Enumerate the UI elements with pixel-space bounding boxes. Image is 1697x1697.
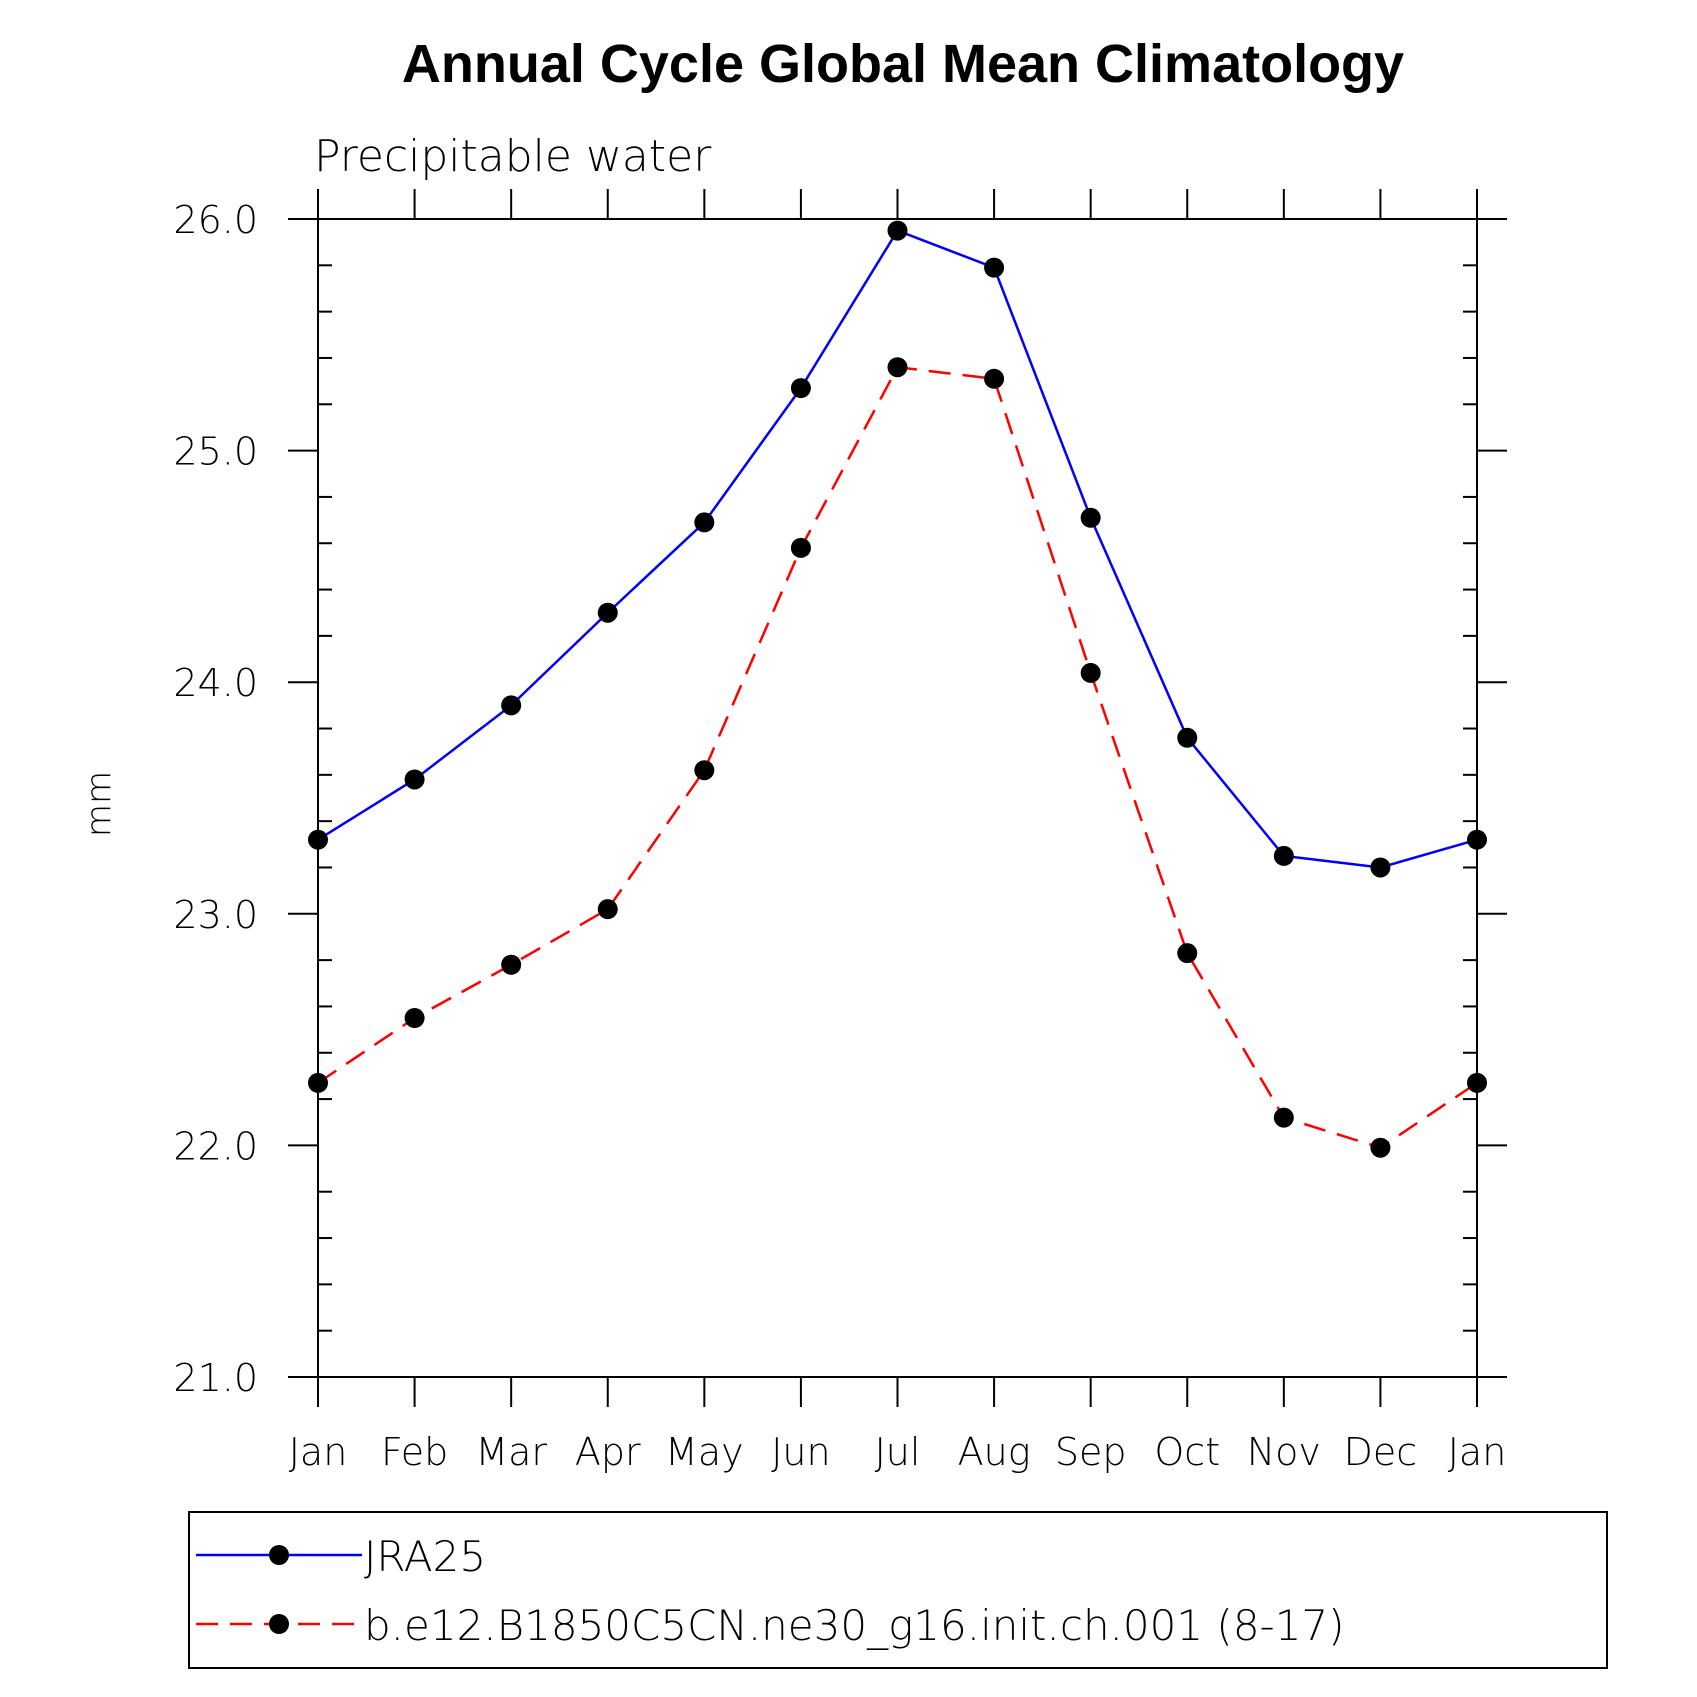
- series-1: [308, 220, 1487, 878]
- data-point: [984, 368, 1005, 389]
- data-point: [597, 602, 618, 623]
- data-point: [1467, 829, 1487, 850]
- data-point: [1467, 1072, 1487, 1093]
- x-tick-label: Jul: [875, 1430, 921, 1474]
- legend: JRA25 b.e12.B1850C5CN.ne30_g16.init.ch.00…: [188, 1511, 1608, 1669]
- data-point: [790, 537, 811, 558]
- plot-frame: [317, 218, 1478, 1378]
- x-tick-label: Apr: [575, 1430, 641, 1474]
- legend-label: b.e12.B1850C5CN.ne30_g16.init.ch.001 (8-…: [364, 1601, 1345, 1650]
- data-point: [404, 769, 425, 790]
- plot-series: [308, 220, 1487, 1158]
- y-axis-label: mm: [79, 771, 119, 837]
- data-point: [1370, 857, 1391, 878]
- data-point: [1273, 1107, 1294, 1128]
- data-point: [1177, 727, 1198, 748]
- y-tick-label: 26.0: [173, 198, 258, 242]
- data-point: [597, 899, 618, 920]
- x-tick-label: Oct: [1154, 1430, 1220, 1474]
- data-point: [501, 695, 522, 716]
- y-tick-label: 22.0: [173, 1124, 258, 1168]
- data-point: [887, 220, 908, 241]
- data-point: [790, 378, 811, 399]
- x-tick-label: Jan: [1448, 1430, 1507, 1474]
- chart-subtitle: Precipitable water: [314, 131, 712, 182]
- data-point: [308, 1072, 328, 1093]
- data-point: [1177, 943, 1198, 964]
- data-point: [694, 512, 715, 533]
- y-tick-label: 24.0: [173, 661, 258, 705]
- data-point: [1370, 1137, 1391, 1158]
- plot-axes: 21.0 22.0 23.0 24.0 25.0 26.0 Jan Feb Mar Apr May J…: [173, 189, 1507, 1474]
- y-tick-label: 25.0: [173, 430, 258, 474]
- legend-label: JRA25: [364, 1532, 486, 1581]
- data-point: [984, 257, 1005, 278]
- data-point: [1080, 662, 1101, 683]
- data-point: [1080, 507, 1101, 528]
- x-tick-label: Feb: [381, 1430, 448, 1474]
- y-tick-label: 23.0: [173, 893, 258, 937]
- x-tick-label: May: [665, 1430, 744, 1474]
- legend-box: [188, 1511, 1608, 1669]
- x-tick-label: Sep: [1055, 1430, 1127, 1474]
- series-line: [317, 365, 1478, 1150]
- x-tick-label: Dec: [1344, 1430, 1418, 1474]
- chart-title: Annual Cycle Global Mean Climatology: [402, 34, 1404, 94]
- series-line: [317, 229, 1478, 869]
- data-point: [404, 1008, 425, 1029]
- data-point: [308, 829, 328, 850]
- legend-marker: [269, 1545, 289, 1565]
- y-tick-label: 21.0: [173, 1356, 258, 1400]
- legend-marker: [269, 1614, 289, 1634]
- x-tick-label: Jan: [289, 1430, 348, 1474]
- series-2: [308, 357, 1487, 1158]
- x-tick-label: Jun: [771, 1430, 830, 1474]
- x-tick-label: Mar: [475, 1430, 547, 1474]
- data-point: [887, 357, 908, 378]
- x-tick-label: Aug: [958, 1430, 1031, 1474]
- data-point: [501, 954, 522, 975]
- data-point: [694, 760, 715, 781]
- x-tick-label: Nov: [1247, 1430, 1321, 1474]
- data-point: [1273, 845, 1294, 866]
